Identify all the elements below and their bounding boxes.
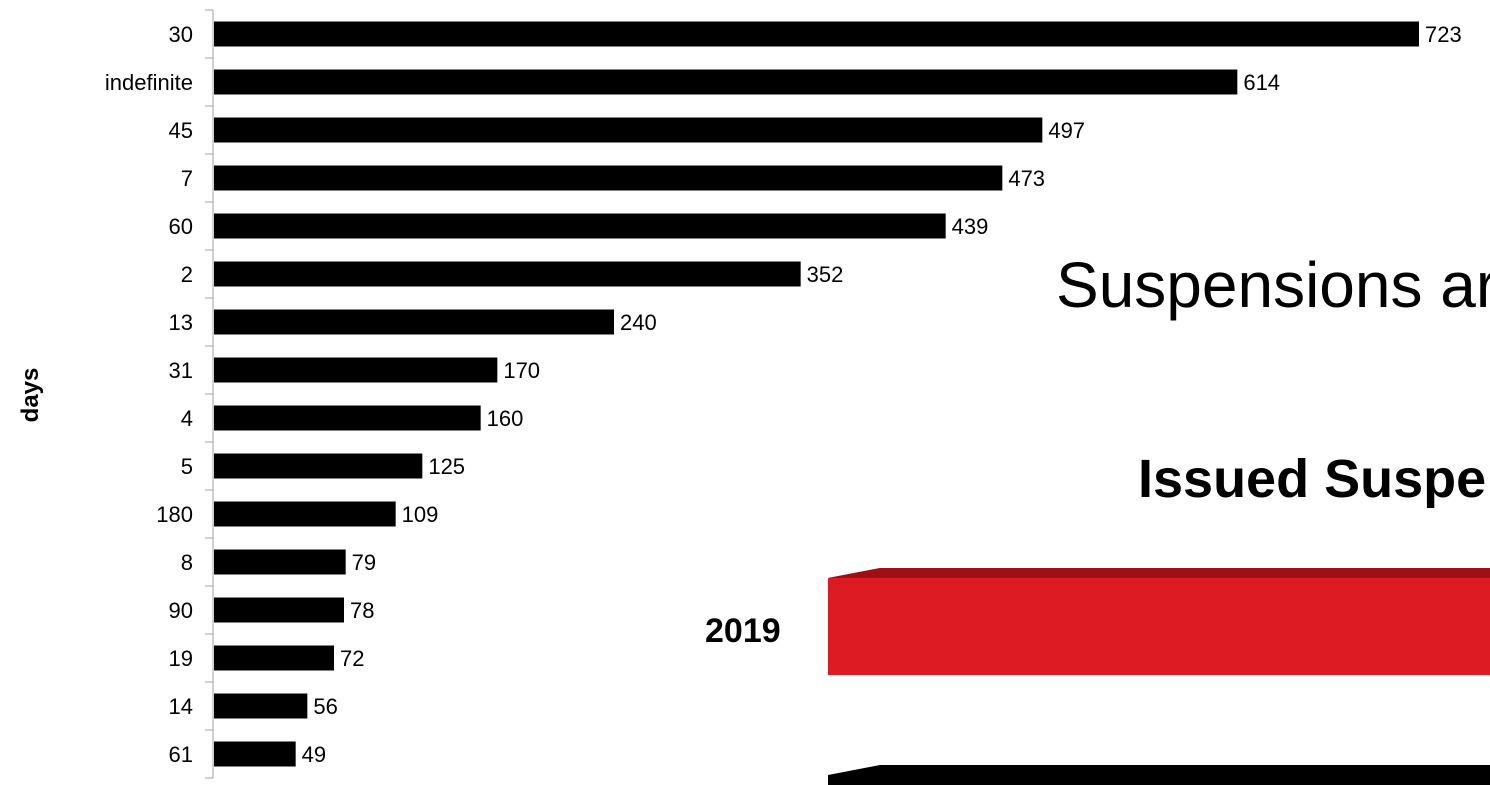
bar bbox=[214, 741, 296, 767]
bar bbox=[214, 453, 423, 479]
data-label: 125 bbox=[428, 454, 465, 479]
y-axis-label: days bbox=[17, 368, 44, 423]
data-label: 170 bbox=[503, 358, 540, 383]
y-tick-label: 45 bbox=[169, 118, 193, 143]
data-label: 473 bbox=[1008, 166, 1045, 191]
y-tick-label: 180 bbox=[156, 502, 193, 527]
y-tick-label: indefinite bbox=[105, 70, 193, 95]
y-tick-label: 2 bbox=[181, 262, 193, 287]
red-bar-2019 bbox=[828, 568, 1490, 675]
chart-title: Suspensions ar bbox=[1056, 249, 1490, 321]
data-label: 78 bbox=[350, 598, 374, 623]
bar bbox=[214, 501, 396, 527]
data-label: 56 bbox=[313, 694, 337, 719]
bar bbox=[214, 693, 308, 719]
y-tick-label: 4 bbox=[181, 406, 193, 431]
y-tick-label: 14 bbox=[169, 694, 193, 719]
data-label: 614 bbox=[1243, 70, 1280, 95]
chart-subtitle: Issued Suspe bbox=[1138, 449, 1487, 509]
bar bbox=[214, 21, 1419, 47]
bar bbox=[214, 405, 481, 431]
data-label: 497 bbox=[1048, 118, 1085, 143]
bar bbox=[214, 117, 1043, 143]
y-tick-label: 60 bbox=[169, 214, 193, 239]
data-label: 723 bbox=[1425, 22, 1462, 47]
bar bbox=[214, 645, 334, 671]
data-label: 109 bbox=[402, 502, 439, 527]
y-tick-label: 13 bbox=[169, 310, 193, 335]
bar bbox=[214, 261, 801, 287]
y-tick-label: 8 bbox=[181, 550, 193, 575]
red-bar-top-edge bbox=[828, 568, 1490, 578]
bar bbox=[214, 357, 498, 383]
y-tick-label: 5 bbox=[181, 454, 193, 479]
black-bar-bottom bbox=[828, 765, 1490, 785]
data-label: 352 bbox=[807, 262, 844, 287]
bar bbox=[214, 597, 344, 623]
y-tick-label: 30 bbox=[169, 22, 193, 47]
data-label: 439 bbox=[952, 214, 989, 239]
bar bbox=[214, 165, 1003, 191]
bar bbox=[214, 213, 946, 239]
bar bbox=[214, 309, 614, 335]
data-label: 160 bbox=[487, 406, 524, 431]
bar bbox=[214, 549, 346, 575]
y-tick-label: 31 bbox=[169, 358, 193, 383]
y-tick-label: 19 bbox=[169, 646, 193, 671]
year-label: 2019 bbox=[705, 612, 781, 650]
data-label: 49 bbox=[302, 742, 326, 767]
data-label: 72 bbox=[340, 646, 364, 671]
data-label: 240 bbox=[620, 310, 657, 335]
data-label: 79 bbox=[352, 550, 376, 575]
y-tick-label: 90 bbox=[169, 598, 193, 623]
y-tick-label: 61 bbox=[169, 742, 193, 767]
y-tick-label: 7 bbox=[181, 166, 193, 191]
bar bbox=[214, 69, 1238, 95]
